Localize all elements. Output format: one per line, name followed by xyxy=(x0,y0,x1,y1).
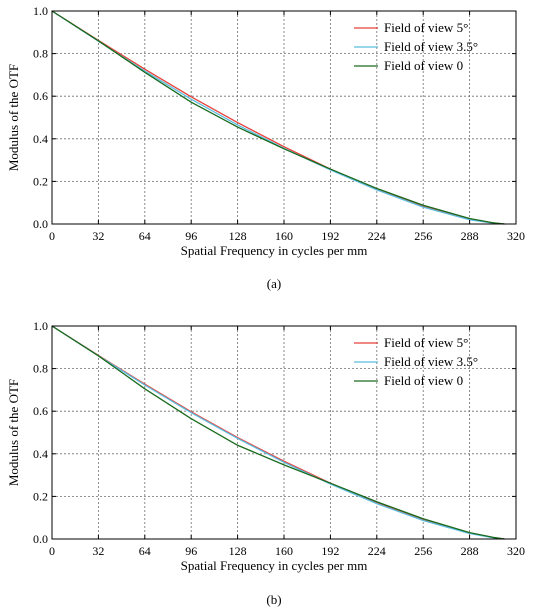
y-tick-label: 1.0 xyxy=(33,319,48,333)
x-tick-label: 64 xyxy=(139,544,151,558)
x-tick-label: 128 xyxy=(229,544,247,558)
legend-entry: Field of view 5° xyxy=(384,335,468,350)
series-line-3 xyxy=(51,10,505,225)
x-tick-label: 288 xyxy=(461,229,479,243)
x-tick-label: 0 xyxy=(49,229,55,243)
legend-entry: Field of view 0 xyxy=(384,373,463,388)
x-tick-label: 320 xyxy=(507,229,525,243)
y-tick-label: 0.6 xyxy=(33,404,48,418)
y-tick-label: 1.0 xyxy=(33,4,48,18)
legend-entry: Field of view 0 xyxy=(384,58,463,73)
x-axis-label: Spatial Frequency in cycles per mm xyxy=(181,243,368,258)
x-tick-label: 32 xyxy=(92,229,104,243)
chart-panel-b: 0 32 64 96 128 160 192 224 256 288 320 0.0 0.2 0.4 0.6… xyxy=(6,319,525,607)
x-tick-label: 96 xyxy=(185,229,197,243)
y-tick-label: 0.8 xyxy=(33,47,48,61)
x-tick-label: 0 xyxy=(49,544,55,558)
y-tick-label: 0.4 xyxy=(33,132,48,146)
x-tick-label: 224 xyxy=(368,229,386,243)
x-tick-label: 64 xyxy=(139,229,151,243)
legend-entry: Field of view 3.5° xyxy=(384,354,478,369)
x-tick-label: 320 xyxy=(507,544,525,558)
x-tick-label: 192 xyxy=(321,544,339,558)
x-tick-label: 128 xyxy=(229,229,247,243)
x-tick-label: 288 xyxy=(461,544,479,558)
y-tick-label: 0.0 xyxy=(33,217,48,231)
y-axis-label: Modulus of the OTF xyxy=(6,379,21,486)
panel-label: (b) xyxy=(266,592,281,607)
x-tick-label: 160 xyxy=(275,544,293,558)
y-tick-label: 0.2 xyxy=(33,489,48,503)
chart-panel-a: 0 32 64 96 128 160 192 224 256 288 320 0.0 0.2 0.4 0.6… xyxy=(6,4,525,291)
y-tick-label: 0.0 xyxy=(33,532,48,546)
x-tick-label: 32 xyxy=(92,544,104,558)
y-tick-label: 0.6 xyxy=(33,89,48,103)
legend-entry: Field of view 3.5° xyxy=(384,39,478,54)
y-tick-label: 0.2 xyxy=(33,174,48,188)
y-tick-label: 0.8 xyxy=(33,362,48,376)
series-line-3 xyxy=(51,325,505,540)
x-tick-label: 256 xyxy=(414,544,432,558)
series-line-2 xyxy=(51,325,505,540)
legend-entry: Field of view 5° xyxy=(384,20,468,35)
y-axis-label: Modulus of the OTF xyxy=(6,64,21,171)
x-tick-label: 96 xyxy=(185,544,197,558)
panel-label: (a) xyxy=(267,276,281,291)
x-tick-label: 224 xyxy=(368,544,386,558)
x-tick-label: 160 xyxy=(275,229,293,243)
x-tick-label: 192 xyxy=(321,229,339,243)
y-tick-label: 0.4 xyxy=(33,447,48,461)
x-axis-label: Spatial Frequency in cycles per mm xyxy=(181,558,368,573)
x-tick-label: 256 xyxy=(414,229,432,243)
